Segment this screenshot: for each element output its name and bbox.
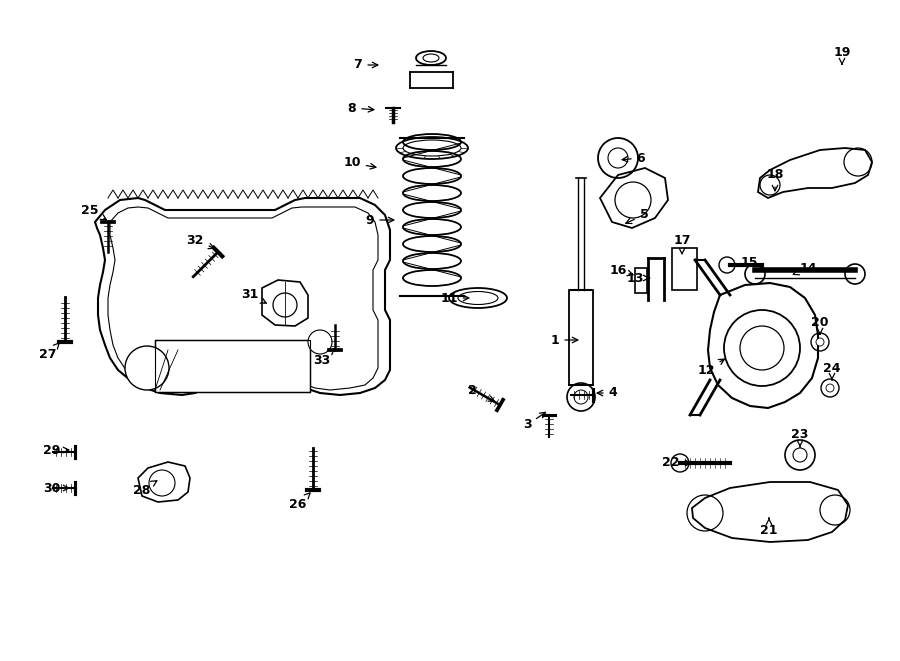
Text: 24: 24 [824, 362, 841, 380]
Text: 22: 22 [662, 457, 691, 469]
Circle shape [125, 346, 169, 390]
Text: 17: 17 [673, 233, 691, 254]
Text: 32: 32 [186, 233, 214, 249]
Text: 3: 3 [523, 412, 545, 432]
Text: 20: 20 [811, 315, 829, 334]
Bar [635, 268, 647, 293]
Text: 15: 15 [740, 256, 763, 272]
Bar [672, 248, 697, 290]
Text: 5: 5 [626, 208, 648, 223]
Text: 4: 4 [598, 387, 617, 399]
Text: 14: 14 [793, 262, 817, 275]
Text: 11: 11 [440, 292, 469, 305]
Text: 28: 28 [133, 481, 157, 496]
Text: 2: 2 [468, 383, 494, 401]
Text: 23: 23 [791, 428, 809, 447]
Circle shape [826, 384, 834, 392]
Text: 27: 27 [40, 343, 59, 362]
Circle shape [816, 338, 824, 346]
Text: 8: 8 [347, 102, 374, 114]
Text: 26: 26 [289, 493, 310, 512]
Circle shape [308, 330, 332, 354]
Bar [155, 340, 310, 392]
Text: 29: 29 [43, 444, 68, 457]
Text: 9: 9 [365, 214, 394, 227]
Text: 18: 18 [766, 169, 784, 191]
Text: 10: 10 [343, 157, 376, 169]
Text: 12: 12 [698, 359, 724, 377]
Text: 21: 21 [760, 518, 778, 537]
Text: 1: 1 [551, 334, 578, 346]
Text: 30: 30 [43, 481, 68, 494]
Text: 16: 16 [609, 264, 633, 276]
Text: 7: 7 [354, 59, 378, 71]
Text: 19: 19 [833, 46, 850, 64]
Text: 33: 33 [313, 348, 334, 366]
Text: 6: 6 [622, 151, 645, 165]
Text: 25: 25 [81, 204, 106, 220]
Text: 13: 13 [626, 272, 650, 284]
Text: 31: 31 [241, 288, 266, 303]
